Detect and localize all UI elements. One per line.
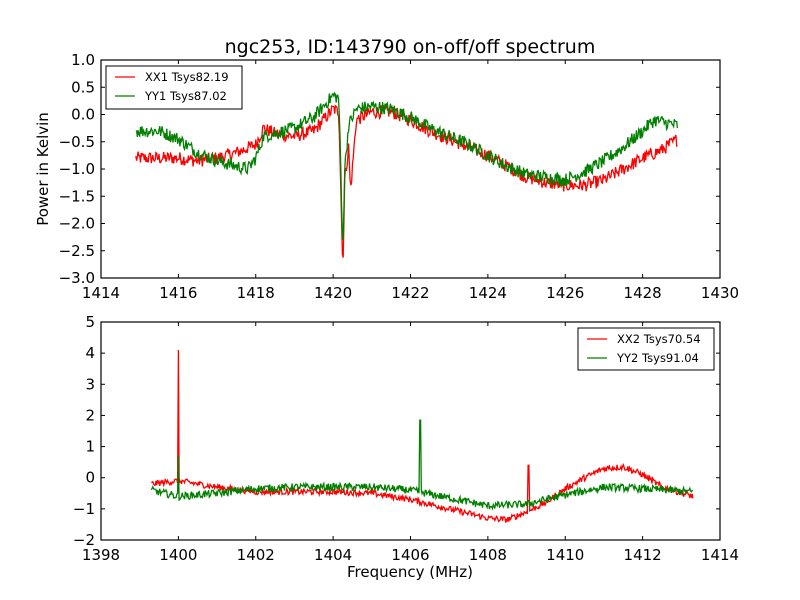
- legend-label: YY2 Tsys91.04: [616, 351, 699, 365]
- y-tick-label: −3.0: [59, 269, 95, 287]
- y-tick-label: 0: [85, 469, 95, 487]
- y-tick-label: −2: [73, 531, 95, 549]
- x-tick-label: 1416: [159, 284, 197, 302]
- x-tick-label: 1426: [546, 284, 584, 302]
- y-tick-label: −2.0: [59, 215, 95, 233]
- y-tick-label: 5: [85, 313, 95, 331]
- subplot-bottom: 1398 1400 1402 1404 1406 1408 1410 1412 1414−2−1…: [73, 313, 739, 581]
- y-tick-label: −0.5: [59, 133, 95, 151]
- legend-label: YY1 Tsys87.02: [144, 89, 227, 103]
- x-tick-label: 1420: [314, 284, 352, 302]
- x-tick-label: 1398: [82, 546, 120, 564]
- x-axis-label: Frequency (MHz): [347, 563, 473, 581]
- figure-title: ngc253, ID:143790 on-off/off spectrum: [225, 36, 596, 58]
- legend-box: [577, 327, 715, 371]
- legend-label: XX1 Tsys82.19: [145, 70, 229, 84]
- x-tick-label: 1400: [159, 546, 197, 564]
- y-axis-label: Power in Kelvin: [34, 112, 52, 226]
- y-tick-label: 1.0: [71, 51, 95, 69]
- legend-label: XX2 Tsys70.54: [617, 332, 701, 346]
- y-tick-label: 0.5: [71, 78, 95, 96]
- series-line-yy1: [135, 91, 679, 241]
- series-line-yy2: [150, 419, 694, 511]
- x-tick-label: 1404: [314, 546, 352, 564]
- legend-top: XX1 Tsys82.19 YY1 Tsys87.02: [105, 65, 243, 110]
- x-tick-label: 1412: [624, 546, 662, 564]
- x-tick-label: 1410: [546, 546, 584, 564]
- x-tick-label: 1430: [701, 284, 739, 302]
- y-tick-label: 4: [85, 344, 95, 362]
- y-tick-label: 2: [85, 406, 95, 424]
- subplot-top: 1414 1416 1418 1420 1422 1424 1426 1428 1430 −3.0…: [34, 51, 739, 302]
- x-tick-label: 1408: [469, 546, 507, 564]
- x-tick-label: 1406: [391, 546, 429, 564]
- y-tick-label: −1: [73, 500, 95, 518]
- x-tick-label: 1424: [469, 284, 507, 302]
- x-tick-label: 1418: [237, 284, 275, 302]
- y-tick-label: 0.0: [71, 106, 95, 124]
- x-tick-label: 1414: [82, 284, 120, 302]
- y-tick-label: −1.5: [59, 187, 95, 205]
- x-tick-label: 1402: [237, 546, 275, 564]
- y-tick-label: 3: [85, 375, 95, 393]
- y-tick-label: 1: [85, 438, 95, 456]
- x-tick-label: 1414: [701, 546, 739, 564]
- legend-box: [105, 65, 243, 110]
- x-tick-label: 1422: [391, 284, 429, 302]
- x-tick-label: 1428: [624, 284, 662, 302]
- y-tick-label: −1.0: [59, 160, 95, 178]
- legend-bottom: XX2 Tsys70.54 YY2 Tsys91.04: [577, 327, 715, 371]
- y-tick-label: −2.5: [59, 242, 95, 260]
